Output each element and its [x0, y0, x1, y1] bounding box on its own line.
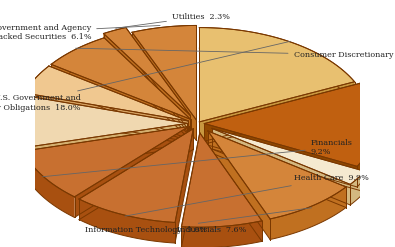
- Polygon shape: [49, 66, 188, 142]
- Polygon shape: [126, 27, 190, 136]
- Text: U.S. Government and Agency
Mortgage-Backed Securities  6.1%: U.S. Government and Agency Mortgage-Back…: [0, 24, 160, 41]
- Polygon shape: [79, 129, 193, 223]
- Polygon shape: [181, 133, 262, 227]
- Polygon shape: [204, 83, 376, 166]
- Polygon shape: [199, 82, 355, 143]
- Polygon shape: [16, 95, 23, 169]
- Polygon shape: [23, 126, 189, 197]
- Polygon shape: [357, 83, 376, 187]
- Polygon shape: [23, 95, 187, 144]
- Polygon shape: [51, 38, 104, 85]
- Polygon shape: [79, 129, 193, 220]
- Polygon shape: [104, 38, 190, 140]
- Polygon shape: [212, 128, 365, 184]
- Polygon shape: [199, 28, 355, 122]
- Text: Utilities  2.3%: Utilities 2.3%: [116, 13, 230, 28]
- Text: U.S. Government and
Agency Obligations  18.0%: U.S. Government and Agency Obligations 1…: [0, 41, 290, 111]
- Text: Consumer
Staples  5.1%: Consumer Staples 5.1%: [0, 246, 1, 247]
- Polygon shape: [103, 34, 190, 136]
- Polygon shape: [181, 221, 262, 247]
- Polygon shape: [75, 126, 189, 217]
- Polygon shape: [16, 95, 187, 148]
- Polygon shape: [23, 126, 189, 172]
- Polygon shape: [103, 27, 126, 54]
- Polygon shape: [208, 131, 270, 240]
- Polygon shape: [24, 66, 188, 121]
- Polygon shape: [204, 83, 359, 144]
- Polygon shape: [22, 124, 187, 169]
- Text: Information Technology  9.0%: Information Technology 9.0%: [85, 208, 312, 234]
- Polygon shape: [24, 66, 49, 114]
- Text: Materials  2.6%: Materials 2.6%: [0, 246, 1, 247]
- Polygon shape: [270, 187, 346, 240]
- Polygon shape: [350, 171, 365, 205]
- Polygon shape: [132, 32, 196, 140]
- Polygon shape: [132, 25, 196, 53]
- Polygon shape: [199, 28, 355, 102]
- Polygon shape: [204, 124, 357, 187]
- Polygon shape: [181, 133, 200, 247]
- Polygon shape: [212, 128, 365, 192]
- Polygon shape: [200, 133, 262, 241]
- Polygon shape: [51, 64, 190, 140]
- Polygon shape: [132, 25, 196, 120]
- Polygon shape: [51, 38, 190, 119]
- Polygon shape: [23, 151, 75, 217]
- Polygon shape: [175, 129, 193, 243]
- Polygon shape: [212, 128, 350, 205]
- Polygon shape: [208, 131, 346, 207]
- Polygon shape: [103, 27, 190, 115]
- Polygon shape: [208, 131, 346, 219]
- Text: Industrials  7.6%: Industrials 7.6%: [177, 226, 246, 234]
- Text: Corporate Bonds
and Notes  14.5%: Corporate Bonds and Notes 14.5%: [0, 246, 1, 247]
- Polygon shape: [24, 93, 188, 142]
- Text: Consumer Discretionary  6.7%: Consumer Discretionary 6.7%: [75, 48, 395, 59]
- Polygon shape: [79, 199, 175, 243]
- Text: Health Care  9.9%: Health Care 9.9%: [125, 174, 369, 216]
- Text: Energy
9.0%: Energy 9.0%: [0, 246, 1, 247]
- Text: Financials
9.2%: Financials 9.2%: [43, 139, 353, 177]
